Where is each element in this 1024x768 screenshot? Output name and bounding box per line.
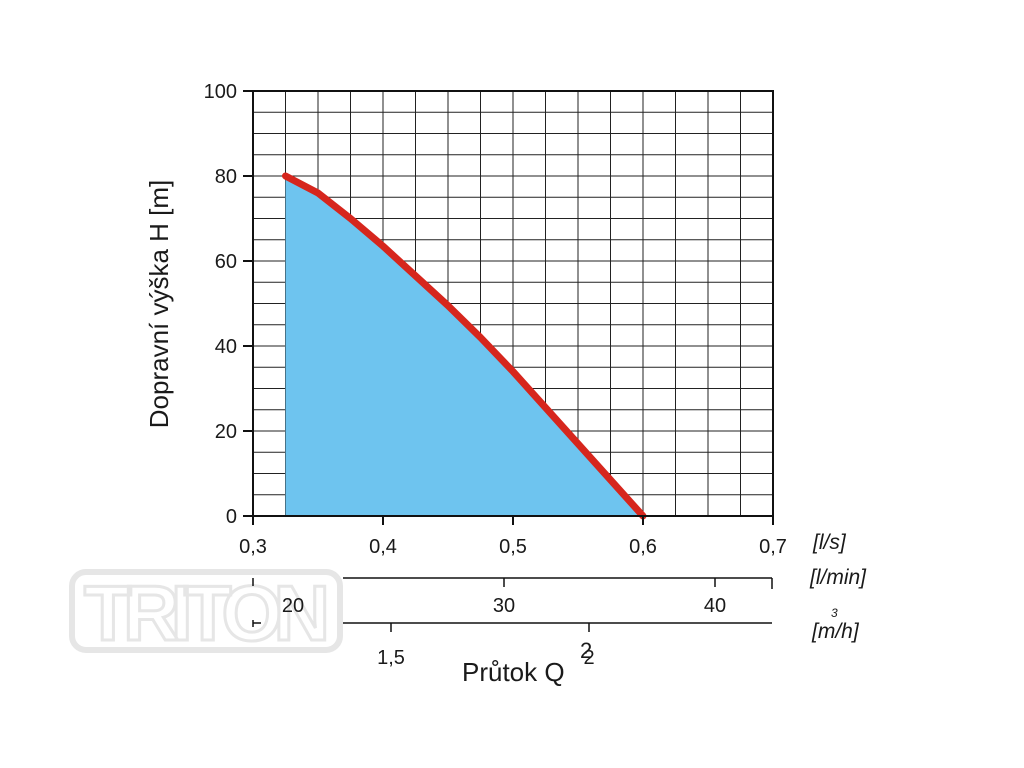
x-tick-label: 0,3: [239, 536, 267, 558]
pump-curve-line: [282, 172, 647, 520]
y-tick-label: 60: [215, 251, 237, 273]
secondary-tick-label: 2: [583, 647, 594, 669]
x-axis-title: Průtok Q: [462, 657, 565, 687]
y-tick-label: 20: [215, 421, 237, 443]
x-tick-label: 0,6: [629, 536, 657, 558]
secondary-tick-label: 30: [493, 595, 515, 617]
y-tick-label: 100: [204, 81, 237, 103]
secondary-axis-lmin: 20 30 40 [l/min]: [252, 566, 867, 617]
y-tick-label: 40: [215, 336, 237, 358]
watermark-logo: TRITON: [69, 568, 343, 659]
x-axis-ticks: 0,3 0,4 0,5 0,6 0,7: [239, 516, 787, 558]
y-axis-title: Dopravní výška H [m]: [144, 180, 174, 429]
secondary-axis-m3h: 1,5 2 [m/h] 3: [252, 606, 860, 669]
y-axis-ticks: 0 20 40 60 80 100: [204, 81, 253, 528]
secondary-tick-label: 1,5: [377, 647, 405, 669]
secondary-unit-m3h-superscript: 3: [831, 606, 838, 620]
y-tick-label: 80: [215, 166, 237, 188]
secondary-tick-label: 20: [282, 595, 304, 617]
secondary-unit-lmin: [l/min]: [809, 566, 867, 589]
secondary-axis-m3h-ticks: 1,5 2: [377, 623, 595, 669]
curve-area-fill: [285, 176, 643, 516]
x-axis-title-superscript: 2: [580, 638, 592, 663]
secondary-tick-label: 40: [704, 595, 726, 617]
x-tick-label: 0,5: [499, 536, 527, 558]
x-tick-label: 0,7: [759, 536, 787, 558]
watermark-text: TRITON: [84, 569, 330, 657]
secondary-axis-lmin-ticks: 20 30 40: [282, 578, 726, 617]
y-tick-label: 0: [226, 506, 237, 528]
x-tick-label: 0,4: [369, 536, 397, 558]
secondary-unit-m3h: [m/h]: [811, 620, 860, 643]
x-unit-label: [l/s]: [812, 531, 847, 554]
